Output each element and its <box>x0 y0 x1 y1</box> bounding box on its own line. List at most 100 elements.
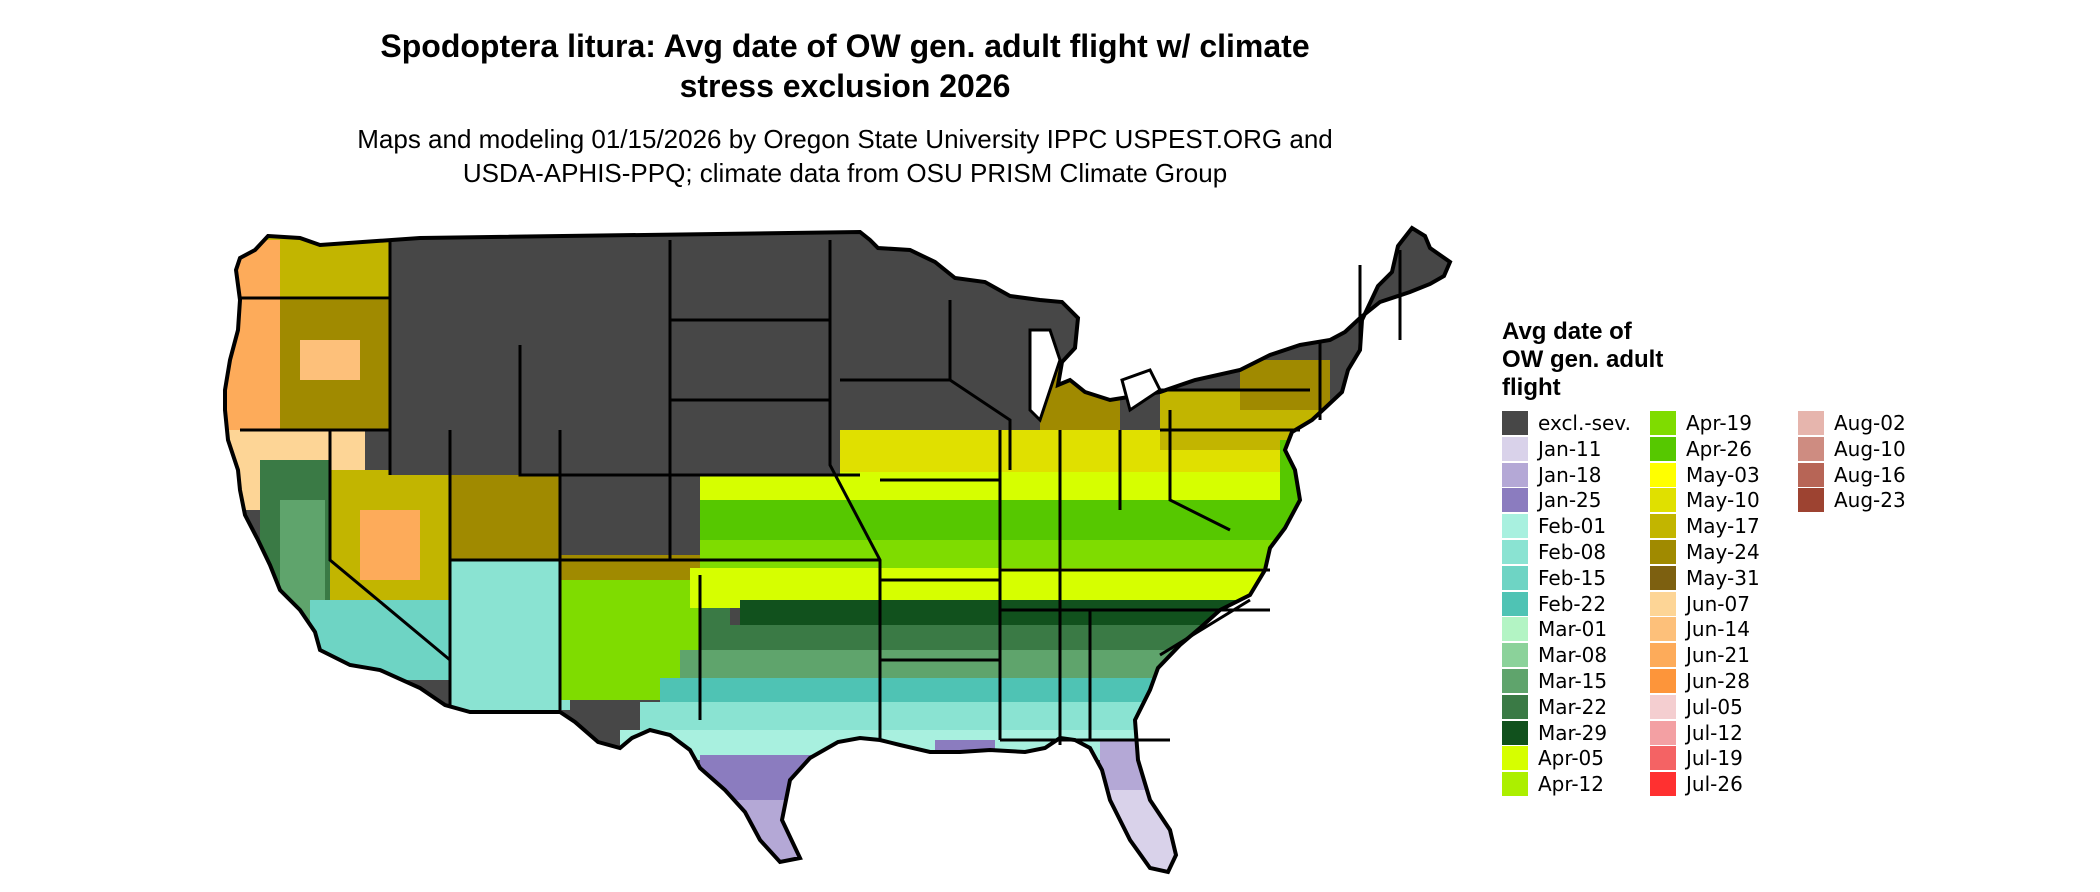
mississippi-west-line <box>828 240 882 740</box>
arizona-desert-zone <box>450 560 570 710</box>
legend-label: Jul-19 <box>1686 746 1743 771</box>
lake-michigan <box>1028 328 1062 423</box>
title-line-1: Spodoptera litura: Avg date of OW gen. a… <box>380 28 1310 64</box>
legend-label: Apr-05 <box>1538 746 1604 771</box>
band-feb08 <box>640 702 1220 732</box>
ga-sc-border <box>1159 598 1251 657</box>
legend-label: May-03 <box>1686 462 1760 487</box>
legend-swatch <box>1798 436 1824 461</box>
south-texas-zone <box>700 755 890 815</box>
legend-label: May-24 <box>1686 540 1760 564</box>
legend-swatch <box>1650 643 1676 668</box>
legend-label: Jul-12 <box>1686 720 1743 745</box>
legend-label: Apr-19 <box>1686 411 1752 435</box>
legend-label: Jul-05 <box>1686 694 1743 719</box>
legend-item: Feb-08 <box>1502 539 1662 564</box>
pacific-coast-zone <box>225 240 280 440</box>
legend-title-line-2: OW gen. adult <box>1502 346 1664 373</box>
wyoming-border <box>518 345 700 477</box>
legend-label: Mar-29 <box>1538 720 1608 745</box>
central-florida-zone <box>1100 740 1170 790</box>
legend-item: Mar-22 <box>1502 694 1662 719</box>
legend-item: Apr-12 <box>1502 771 1662 797</box>
lake-huron <box>1120 368 1162 413</box>
northern-plains-excluded <box>390 230 840 475</box>
legend-label: Aug-02 <box>1834 411 1906 435</box>
map-title: Spodoptera litura: Avg date of OW gen. a… <box>300 26 1390 106</box>
legend-label: Jun-28 <box>1686 669 1750 693</box>
legend-swatch <box>1650 694 1676 719</box>
legend-label: Mar-01 <box>1538 617 1608 642</box>
legend-item: Mar-01 <box>1502 616 1662 642</box>
legend-swatch <box>1502 540 1528 564</box>
legend-item: Apr-26 <box>1650 436 1810 461</box>
legend-swatch <box>1650 669 1676 693</box>
legend-item: Jan-25 <box>1502 487 1662 513</box>
oh-wv-border <box>1168 410 1231 532</box>
band-apr19 <box>700 540 1360 570</box>
subtitle-line-2: USDA-APHIS-PPQ; climate data from OSU PR… <box>462 158 1228 188</box>
legend-label: Jan-25 <box>1538 488 1602 513</box>
legend-item: excl.-sev. <box>1502 410 1662 435</box>
band-feb22 <box>660 678 1280 704</box>
legend-title-line-1: Avg date of <box>1502 318 1632 345</box>
legend-label: Apr-26 <box>1686 436 1752 461</box>
legend-item: Aug-23 <box>1798 487 1958 513</box>
legend-swatch <box>1650 565 1676 590</box>
legend-item: Aug-16 <box>1798 462 1958 487</box>
legend-swatch <box>1502 488 1528 513</box>
legend-item: Jan-18 <box>1502 462 1662 487</box>
legend-title-line-3: flight <box>1502 374 1561 401</box>
legend-label: Jun-14 <box>1686 617 1750 642</box>
legend-label: May-10 <box>1686 488 1760 513</box>
legend-swatch <box>1502 514 1528 539</box>
legend-swatch <box>1650 772 1676 797</box>
legend-swatch <box>1502 591 1528 616</box>
legend-item: Jun-28 <box>1650 668 1810 693</box>
legend-label: Jan-18 <box>1538 462 1602 487</box>
legend-swatch <box>1650 720 1676 745</box>
legend-swatch <box>1650 436 1676 461</box>
legend-item: Jul-26 <box>1650 771 1810 797</box>
legend-label: excl.-sev. <box>1538 411 1631 435</box>
legend-item: Feb-01 <box>1502 513 1662 539</box>
legend-label: Apr-12 <box>1538 772 1604 797</box>
nevada-hills-zone <box>360 510 420 580</box>
legend-item: Apr-19 <box>1650 410 1810 435</box>
legend-label: Feb-08 <box>1538 540 1607 564</box>
legend-swatch <box>1502 565 1528 590</box>
legend-label: Mar-15 <box>1538 669 1608 693</box>
legend-label: Jul-26 <box>1686 772 1743 797</box>
oregon-valley-zone <box>300 340 360 380</box>
ca-nv-border <box>328 430 451 662</box>
louisiana-coast-zone <box>935 740 995 770</box>
legend-label: Mar-22 <box>1538 694 1608 719</box>
colorado-excluded <box>560 475 700 555</box>
legend-swatch <box>1502 436 1528 461</box>
legend-item: May-24 <box>1650 539 1810 564</box>
legend-item: Jun-14 <box>1650 616 1810 642</box>
map-subtitle: Maps and modeling 01/15/2026 by Oregon S… <box>300 122 1390 190</box>
legend-item: May-31 <box>1650 565 1810 590</box>
legend-title: Avg date of OW gen. adult flight <box>1502 318 1722 402</box>
legend-swatch <box>1650 411 1676 435</box>
wisconsin-line <box>948 300 1012 470</box>
new-england-excluded <box>1250 260 1450 360</box>
legend-swatch <box>1502 669 1528 693</box>
legend-label: Aug-10 <box>1834 436 1906 461</box>
legend-swatch <box>1502 746 1528 771</box>
legend-item: Apr-05 <box>1502 745 1662 771</box>
legend-item: Aug-10 <box>1798 436 1958 461</box>
legend-swatch <box>1502 772 1528 797</box>
legend-item: Jul-12 <box>1650 720 1810 745</box>
legend-item: May-10 <box>1650 487 1810 513</box>
legend-item: May-17 <box>1650 513 1810 539</box>
legend-label: Feb-15 <box>1538 565 1607 590</box>
legend-label: Feb-22 <box>1538 591 1607 616</box>
legend-swatch <box>1798 462 1824 487</box>
legend-label: Aug-23 <box>1834 488 1906 513</box>
subtitle-line-1: Maps and modeling 01/15/2026 by Oregon S… <box>357 124 1333 154</box>
legend-label: May-31 <box>1686 565 1760 590</box>
legend-swatch <box>1650 617 1676 642</box>
